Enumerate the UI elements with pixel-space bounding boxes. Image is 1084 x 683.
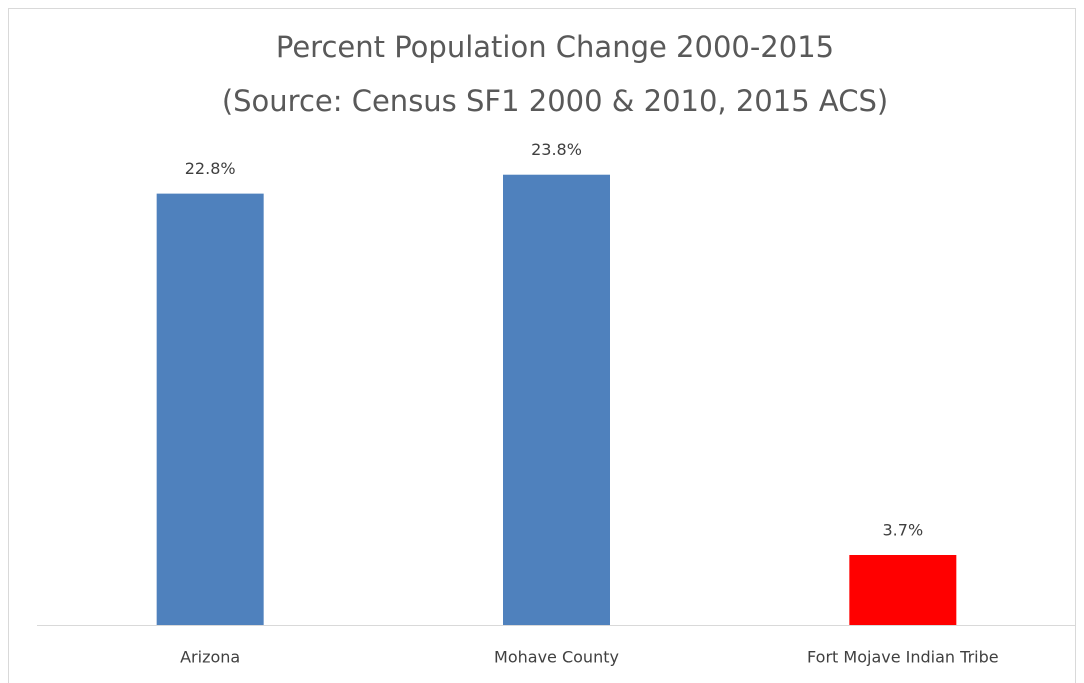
x-tick-label: Mohave County	[494, 648, 619, 667]
bar	[503, 174, 610, 626]
data-label: 3.7%	[883, 520, 924, 539]
data-label: 23.8%	[531, 140, 582, 159]
bar	[156, 193, 264, 625]
x-tick-label: Fort Mojave Indian Tribe	[807, 648, 999, 667]
x-tick-label: Arizona	[180, 648, 240, 667]
chart-title: Percent Population Change 2000-2015	[276, 30, 834, 64]
data-label: 22.8%	[185, 159, 236, 178]
chart-subtitle: (Source: Census SF1 2000 & 2010, 2015 AC…	[222, 84, 888, 118]
bar	[849, 554, 957, 625]
